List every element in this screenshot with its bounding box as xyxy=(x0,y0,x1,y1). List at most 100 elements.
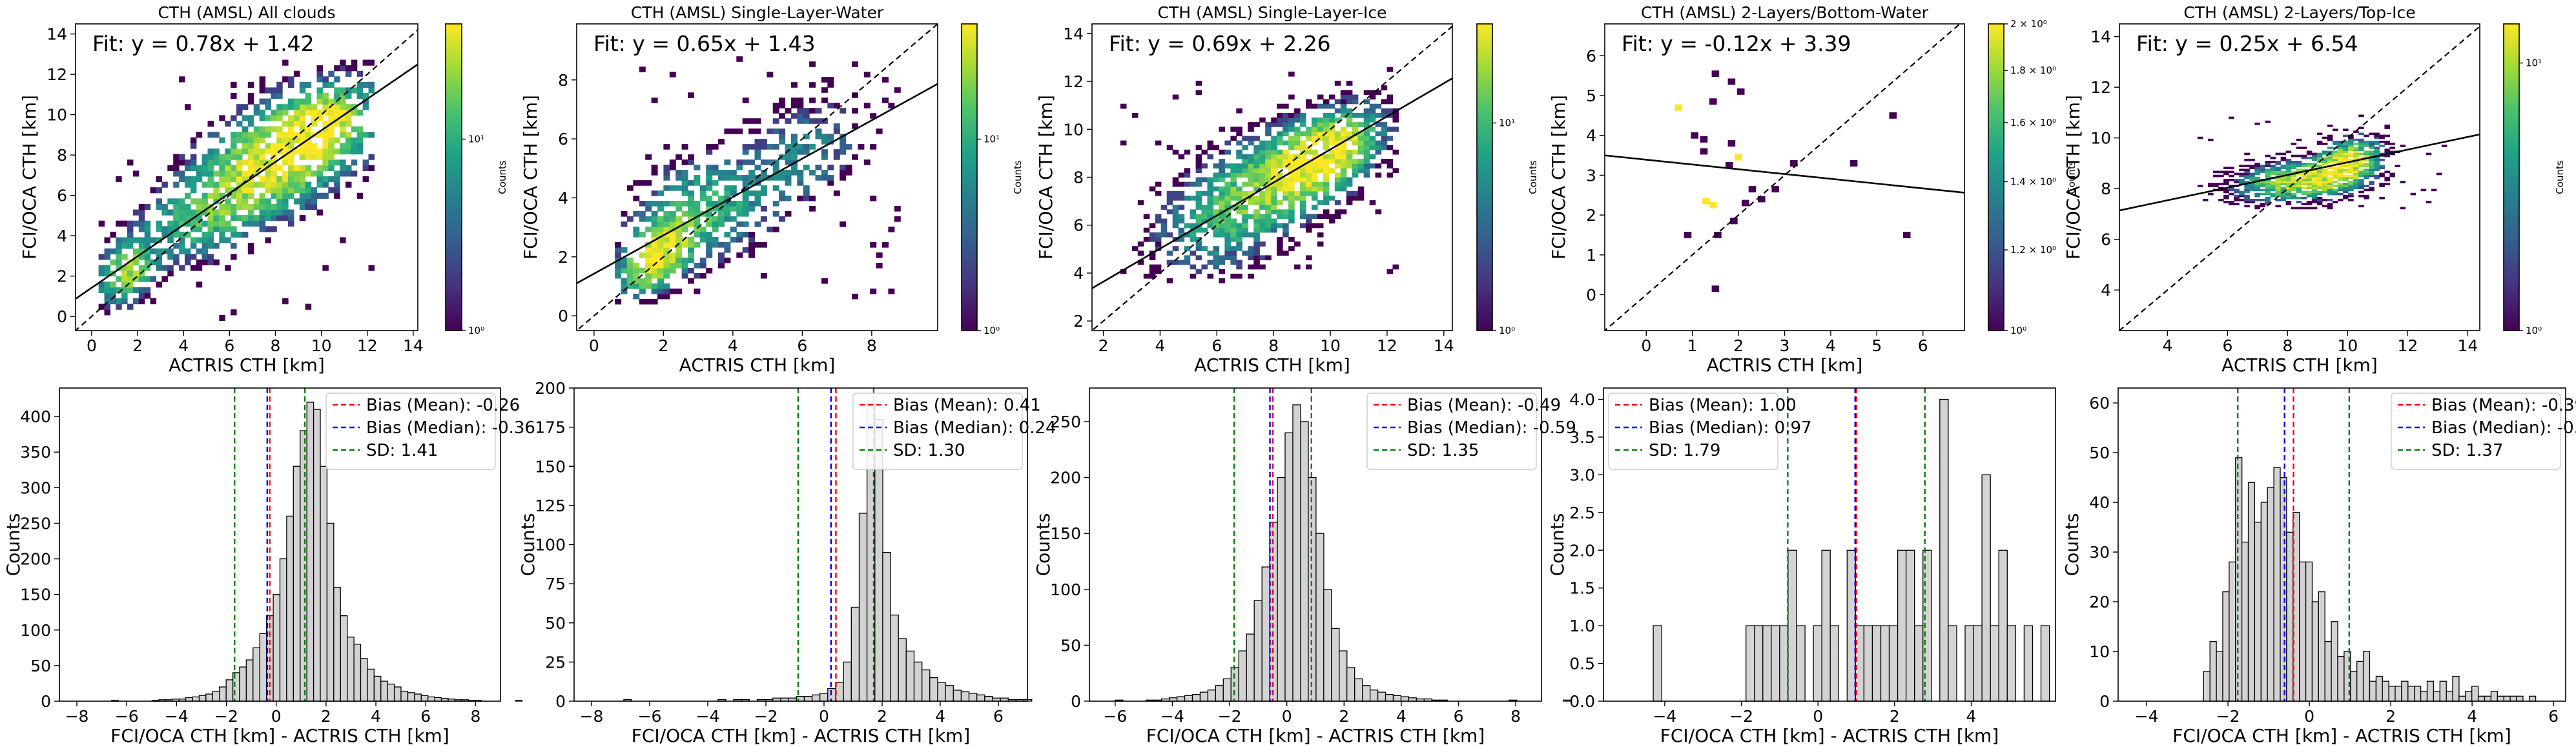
heatmap-cell xyxy=(1271,122,1277,127)
heatmap-cell xyxy=(870,242,877,248)
heatmap-cell xyxy=(173,165,180,171)
histogram-bar xyxy=(2209,640,2217,702)
heatmap-cell xyxy=(2254,192,2260,196)
y-tick-label: 10 xyxy=(1063,120,1084,139)
heatmap-cell xyxy=(2369,150,2375,154)
heatmap-cell xyxy=(2384,170,2390,174)
heatmap-cell xyxy=(1184,172,1191,178)
heatmap-cell xyxy=(1300,223,1306,229)
heatmap-cell xyxy=(621,263,628,269)
heatmap-cell xyxy=(1735,154,1742,161)
heatmap-cell xyxy=(156,220,162,227)
heatmap-cell xyxy=(1149,264,1156,270)
heatmap-cell xyxy=(657,227,664,232)
heatmap-cell xyxy=(1143,237,1150,242)
heatmap-cell xyxy=(1283,227,1289,233)
heatmap-cell xyxy=(2291,161,2297,163)
heatmap-cell xyxy=(1265,172,1272,178)
heatmap-cell xyxy=(299,170,306,177)
heatmap-cell xyxy=(179,243,185,249)
heatmap-cell xyxy=(2301,203,2307,205)
heatmap-cell xyxy=(1369,94,1376,100)
heatmap-cell xyxy=(167,271,174,277)
heatmap-cell xyxy=(2338,158,2344,161)
heatmap-cell xyxy=(1160,232,1168,238)
heatmap-cell xyxy=(1253,209,1260,214)
heatmap-cell xyxy=(236,104,243,110)
histogram-bar xyxy=(1331,628,1340,702)
heatmap-cell xyxy=(156,187,162,194)
heatmap-cell xyxy=(2316,199,2323,201)
heatmap-cell xyxy=(207,226,214,232)
heatmap-cell xyxy=(201,159,209,166)
heatmap-cell xyxy=(1288,205,1295,210)
heatmap-cell xyxy=(1259,149,1266,155)
heatmap-cell xyxy=(265,209,271,216)
heatmap-cell xyxy=(201,209,209,216)
heatmap-cell xyxy=(748,175,756,181)
heatmap-cell xyxy=(299,81,306,88)
heatmap-cell xyxy=(694,221,701,227)
heatmap-cell xyxy=(2358,148,2364,151)
y-tick-label: 0 xyxy=(558,307,568,325)
heatmap-cell xyxy=(2218,199,2224,201)
heatmap-cell xyxy=(2379,174,2385,178)
heatmap-cell xyxy=(2311,158,2318,161)
heatmap-cell xyxy=(1166,278,1173,283)
heatmap-cell xyxy=(2338,167,2344,169)
heatmap-cell xyxy=(833,190,840,196)
heatmap-cell xyxy=(1184,181,1191,187)
heatmap-cell xyxy=(213,209,220,216)
heatmap-cell xyxy=(615,298,622,305)
heatmap-cell xyxy=(2301,165,2307,167)
heatmap-cell xyxy=(754,165,761,170)
heatmap-cell xyxy=(1312,103,1318,109)
heatmap-cell xyxy=(724,258,731,263)
heatmap-cell xyxy=(1166,190,1173,196)
heatmap-cell xyxy=(639,211,646,217)
heatmap-cell xyxy=(657,221,664,227)
heatmap-cell xyxy=(116,265,122,271)
y-tick-label: 3 xyxy=(1586,166,1596,185)
heatmap-cell xyxy=(265,98,271,105)
heatmap-cell xyxy=(1236,260,1242,265)
colorbar-label: Counts xyxy=(1012,160,1024,194)
heatmap-cell xyxy=(311,121,318,127)
histogram-bar xyxy=(2395,686,2402,702)
heatmap-cell xyxy=(1236,127,1242,132)
heatmap-cell xyxy=(760,216,767,222)
heatmap-cell xyxy=(1259,118,1266,123)
heatmap-cell xyxy=(1201,163,1208,169)
heatmap-cell xyxy=(1369,127,1376,132)
heatmap-cell xyxy=(1248,232,1254,238)
heatmap-cell xyxy=(2265,170,2271,174)
heatmap-cell xyxy=(282,137,289,143)
heatmap-cell xyxy=(1230,186,1237,192)
heatmap-cell xyxy=(2369,167,2375,169)
histogram-bar xyxy=(1981,474,1991,702)
heatmap-cell xyxy=(2338,172,2344,176)
heatmap-cell xyxy=(724,185,731,191)
histogram-bar xyxy=(340,615,348,702)
y-tick-label: 300 xyxy=(20,478,51,497)
heatmap-cell xyxy=(2306,174,2313,178)
heatmap-cell xyxy=(1736,88,1745,95)
heatmap-cell xyxy=(1381,122,1388,127)
heatmap-cell xyxy=(2265,176,2271,179)
heatmap-cell xyxy=(231,143,237,149)
heatmap-cell xyxy=(2333,154,2338,158)
heatmap-cell xyxy=(1312,159,1318,164)
heatmap-cell xyxy=(2270,169,2276,172)
heatmap-cell xyxy=(2369,140,2375,143)
histogram-bar xyxy=(1261,566,1270,702)
heatmap-cell xyxy=(2254,207,2260,210)
heatmap-cell xyxy=(1253,232,1260,238)
heatmap-cell xyxy=(2343,190,2349,194)
heatmap-cell xyxy=(328,109,335,116)
heatmap-cell xyxy=(645,206,652,212)
x-tick-label: 0 xyxy=(1282,707,1292,726)
heatmap-cell xyxy=(803,190,810,196)
y-tick-label: 25 xyxy=(545,653,566,671)
heatmap-cell xyxy=(754,128,761,134)
y-tick-label: 8 xyxy=(558,71,568,90)
